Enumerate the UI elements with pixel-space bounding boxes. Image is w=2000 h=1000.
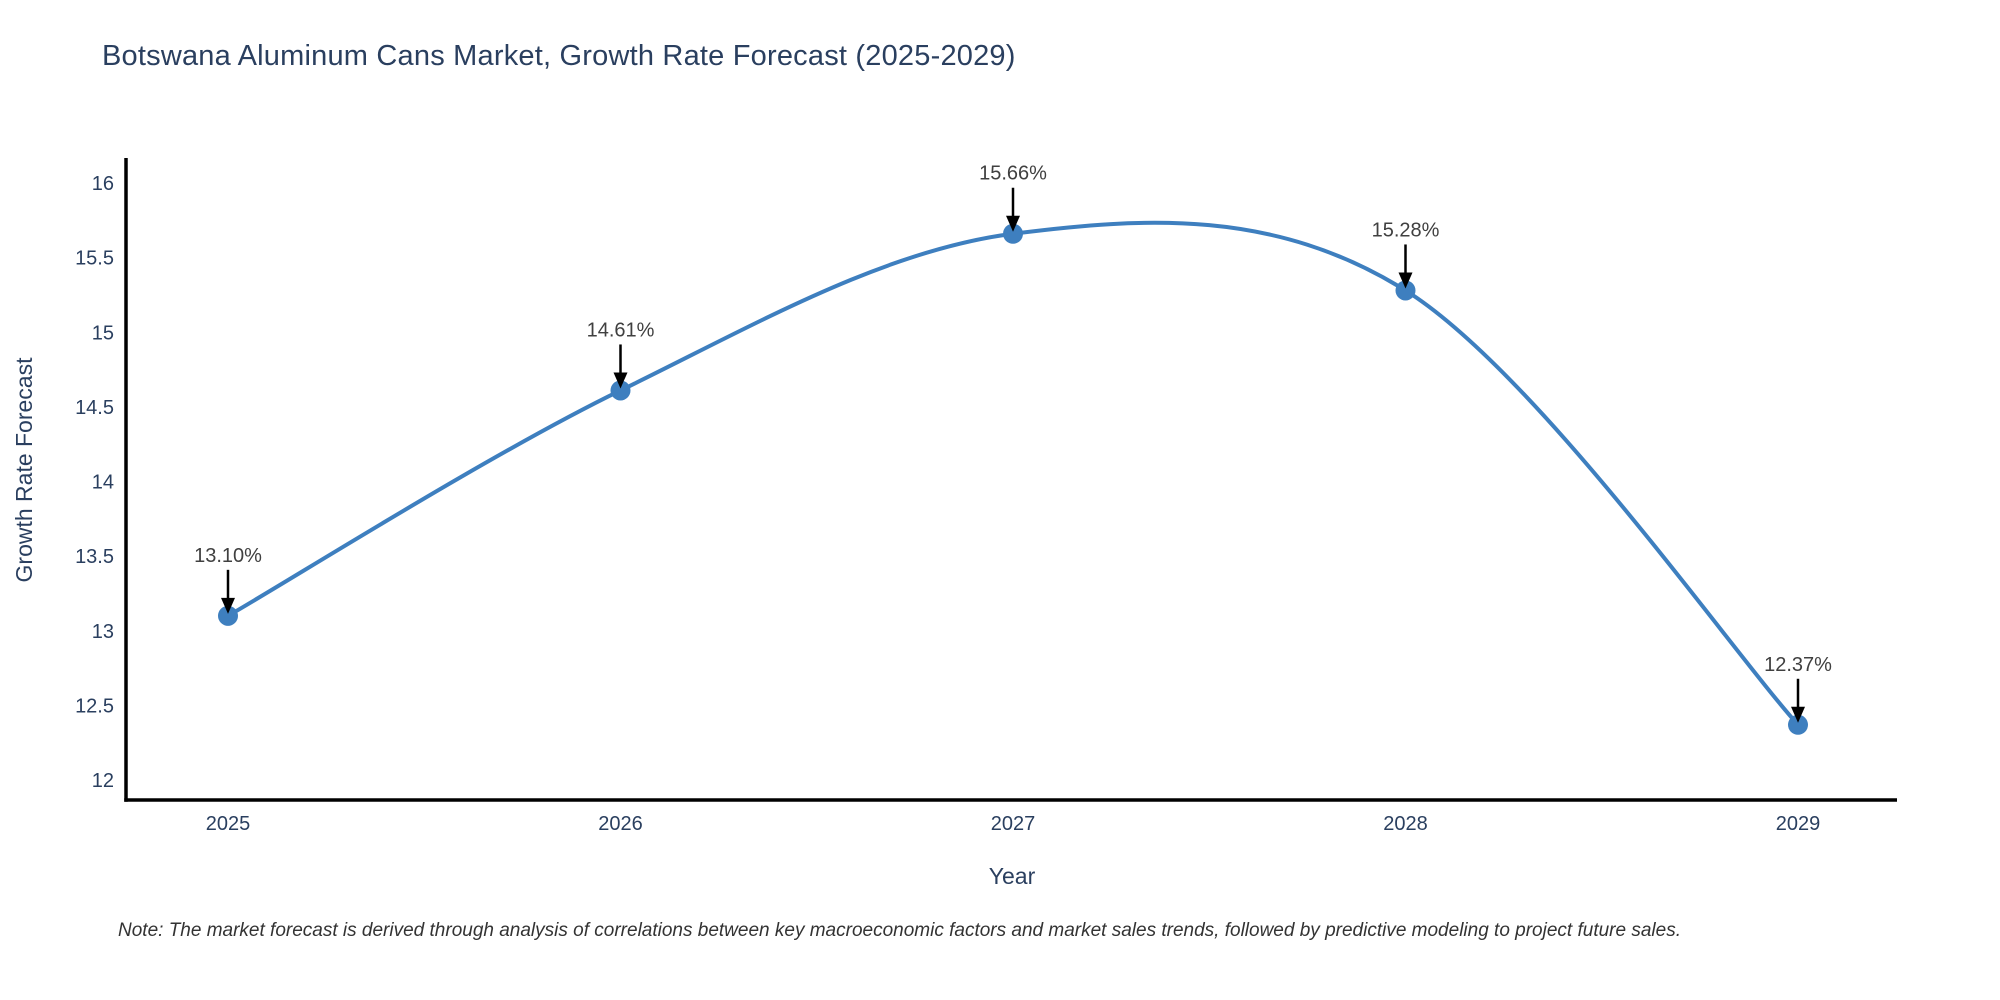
annotation-2025: 13.10% [194, 545, 262, 614]
data-point-2027 [1003, 223, 1023, 244]
x-tick-label-2029: 2029 [1776, 813, 1821, 835]
annotation-arrowhead-icon [613, 372, 628, 389]
y-axis-ticks: 12 12.5 13 13.5 14 14.5 15 15.5 16 [75, 173, 114, 792]
series-growth-rate [218, 220, 1808, 735]
x-tick-label-2026: 2026 [598, 813, 643, 835]
growth-rate-curve [226, 220, 1800, 727]
annotation-2026: 14.61% [587, 319, 655, 389]
annotation-label-2026: 14.61% [587, 319, 655, 341]
x-tick-label-2028: 2028 [1383, 813, 1428, 835]
y-tick-label-12.5: 12.5 [75, 695, 114, 717]
annotation-2029: 12.37% [1764, 654, 1832, 723]
x-axis-ticks: 2025 2026 2027 2028 2029 [206, 813, 1821, 835]
data-point-2026 [610, 380, 631, 401]
footnote: Note: The market forecast is derived thr… [118, 920, 1681, 941]
chart-title: Botswana Aluminum Cans Market, Growth Ra… [102, 40, 1016, 72]
x-tick-label-2025: 2025 [206, 813, 251, 835]
y-tick-label-15.5: 15.5 [75, 248, 114, 270]
y-tick-label-13.5: 13.5 [75, 546, 114, 568]
y-tick-label-16: 16 [92, 173, 114, 195]
data-point-2025 [218, 605, 238, 626]
y-tick-label-13: 13 [92, 621, 114, 643]
annotation-label-2028: 15.28% [1372, 219, 1440, 241]
x-axis-title: Year [989, 863, 1036, 889]
axes [124, 158, 1897, 802]
annotation-2027: 15.66% [979, 163, 1047, 232]
point-annotations: 13.10% 14.61% 15.66% 15.28% 12.37% [194, 163, 1832, 723]
y-tick-label-14: 14 [92, 472, 114, 494]
annotation-arrowhead-icon [1398, 272, 1413, 289]
annotation-arrowhead-icon [221, 597, 235, 614]
y-axis-title: Growth Rate Forecast [11, 357, 37, 583]
y-tick-label-12: 12 [92, 770, 114, 792]
annotation-arrowhead-icon [1006, 215, 1020, 232]
annotation-label-2025: 13.10% [194, 545, 262, 567]
y-tick-label-15: 15 [92, 322, 114, 344]
annotation-2028: 15.28% [1372, 219, 1440, 289]
annotation-arrowhead-icon [1791, 706, 1805, 723]
annotation-label-2029: 12.37% [1764, 654, 1832, 676]
data-point-2028 [1395, 280, 1416, 301]
x-tick-label-2027: 2027 [991, 813, 1036, 835]
annotation-label-2027: 15.66% [979, 163, 1047, 185]
data-point-2029 [1788, 714, 1808, 735]
y-tick-label-14.5: 14.5 [75, 397, 114, 419]
